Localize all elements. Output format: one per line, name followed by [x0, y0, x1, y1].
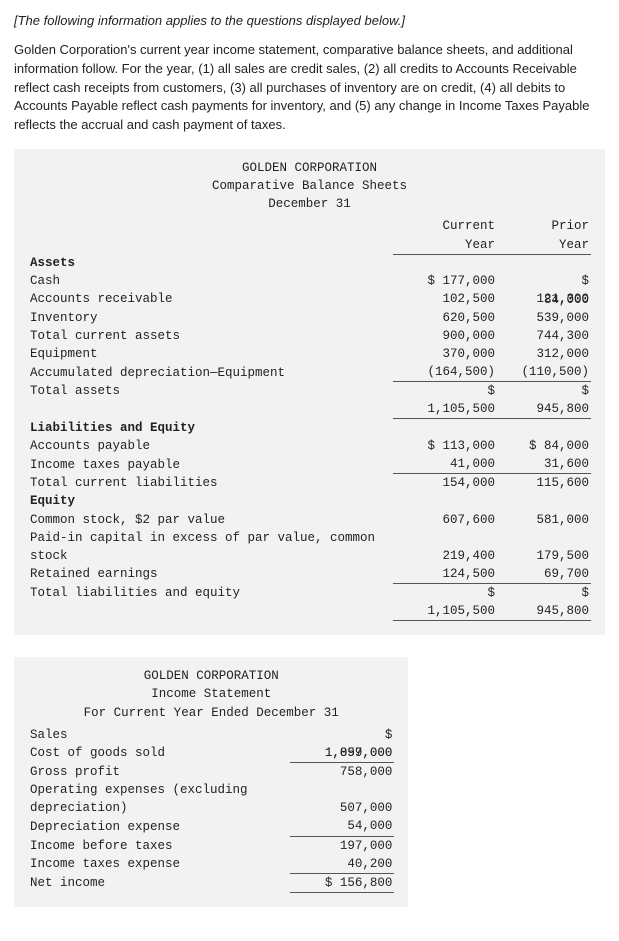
bs-company: GOLDEN CORPORATION: [28, 159, 591, 177]
tca-label: Total current assets: [28, 327, 393, 345]
balance-sheet: GOLDEN CORPORATION Comparative Balance S…: [14, 149, 605, 635]
re-prior: 69,700: [497, 565, 591, 584]
is-period: For Current Year Ended December 31: [28, 704, 394, 722]
assets-header: Assets: [28, 254, 393, 272]
re-label: Retained earnings: [28, 565, 393, 584]
inv-current: 620,500: [393, 309, 497, 327]
pic-label: Paid-in capital in excess of par value, …: [28, 529, 393, 565]
col-current: Current: [393, 217, 497, 235]
tcl-current: 154,000: [393, 474, 497, 493]
pic-prior: 179,500: [497, 529, 591, 565]
sales-sym: $: [290, 726, 394, 744]
ite-label: Income taxes expense: [28, 855, 290, 874]
dep-val: 54,000: [290, 817, 394, 836]
eq-current: 370,000: [393, 345, 497, 363]
itp-current: 41,000: [393, 455, 497, 474]
intro-note: [The following information applies to th…: [14, 12, 605, 31]
ad-label: Accumulated depreciation—Equipment: [28, 363, 393, 382]
tca-prior: 744,300: [497, 327, 591, 345]
itp-label: Income taxes payable: [28, 455, 393, 474]
is-table-2: Cost of goods sold 1,099,000 Gross profi…: [28, 744, 394, 893]
opex-label: Operating expenses (excluding depreciati…: [28, 781, 290, 817]
tca-current: 900,000: [393, 327, 497, 345]
itp-prior: 31,600: [497, 455, 591, 474]
tle-pri-sym: $: [497, 584, 591, 603]
ibt-val: 197,000: [290, 836, 394, 855]
tcl-label: Total current liabilities: [28, 474, 393, 493]
bs-date: December 31: [28, 195, 591, 213]
ni-label: Net income: [28, 873, 290, 892]
inv-label: Inventory: [28, 309, 393, 327]
tle-cur-sym: $: [393, 584, 497, 603]
bs-title: Comparative Balance Sheets: [28, 177, 591, 195]
bs-table-cont: Accounts receivable 84,000 Inventory 620…: [28, 291, 591, 622]
ta-cur-sym: $: [393, 382, 497, 401]
ta-label: Total assets: [28, 382, 393, 401]
ap-current: $ 113,000: [393, 437, 497, 455]
intro-paragraph: Golden Corporation's current year income…: [14, 41, 605, 135]
equity-header: Equity: [28, 492, 393, 510]
ta-prior: 945,800: [497, 400, 591, 419]
col-year-pri: Year: [497, 236, 591, 255]
cogs-label: Cost of goods sold: [28, 744, 290, 763]
ite-val: 40,200: [290, 855, 394, 874]
cash-current: $ 177,000: [393, 272, 497, 290]
gp-label: Gross profit: [28, 763, 290, 782]
ni-val: $ 156,800: [290, 873, 394, 892]
opex-val: 507,000: [290, 781, 394, 817]
ap-label: Accounts payable: [28, 437, 393, 455]
cash-prior-sym: $: [497, 272, 591, 290]
ar-prior: 84,000: [497, 291, 591, 309]
dep-label: Depreciation expense: [28, 817, 290, 836]
gp-val: 758,000: [290, 763, 394, 782]
ad-prior: (110,500): [497, 363, 591, 382]
is-title: Income Statement: [28, 685, 394, 703]
inv-prior: 539,000: [497, 309, 591, 327]
cs-current: 607,600: [393, 511, 497, 529]
sales-label: Sales: [28, 726, 290, 744]
tle-prior: 945,800: [497, 602, 591, 621]
tle-label: Total liabilities and equity: [28, 584, 393, 603]
is-company: GOLDEN CORPORATION: [28, 667, 394, 685]
tle-current: 1,105,500: [393, 602, 497, 621]
col-year-cur: Year: [393, 236, 497, 255]
cash-label: Cash: [28, 272, 393, 290]
eq-prior: 312,000: [497, 345, 591, 363]
cs-label: Common stock, $2 par value: [28, 511, 393, 529]
income-statement: GOLDEN CORPORATION Income Statement For …: [14, 657, 408, 907]
cs-prior: 581,000: [497, 511, 591, 529]
ad-current: (164,500): [393, 363, 497, 382]
ap-prior: $ 84,000: [497, 437, 591, 455]
col-prior: Prior: [497, 217, 591, 235]
eq-label: Equipment: [28, 345, 393, 363]
ta-current: 1,105,500: [393, 400, 497, 419]
le-header: Liabilities and Equity: [28, 419, 393, 437]
tcl-prior: 115,600: [497, 474, 591, 493]
ibt-label: Income before taxes: [28, 836, 290, 855]
ta-pri-sym: $: [497, 382, 591, 401]
pic-current: 219,400: [393, 529, 497, 565]
cogs-val: 1,099,000: [290, 744, 394, 763]
re-current: 124,500: [393, 565, 497, 584]
